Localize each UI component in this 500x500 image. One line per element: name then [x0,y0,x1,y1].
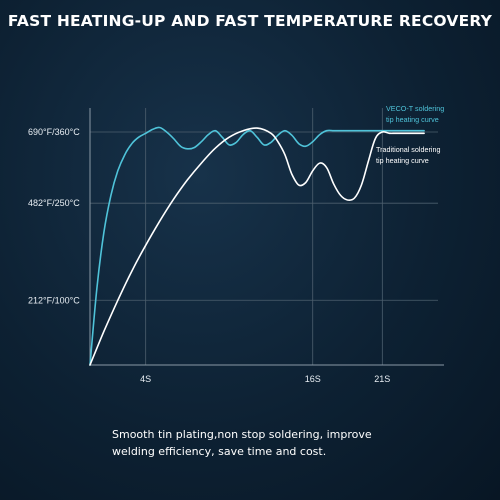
veco-t-legend-line: VECO-T soldering [386,104,444,113]
caption-line-2: welding efficiency, save time and cost. [112,445,327,458]
y-tick-label: 212°F/100°C [28,295,80,305]
grid-lines [90,108,438,365]
traditional-legend-line: tip heating curve [376,156,429,165]
veco-t-curve [89,126,425,366]
caption-line-1: Smooth tin plating,non stop soldering, i… [112,428,372,441]
series-legends: VECO-T soldering tip heating curve Traditi… [376,104,444,165]
traditional-legend-line: Traditional soldering [376,145,440,154]
axes [89,108,444,366]
caption: Smooth tin plating,non stop soldering, i… [112,426,412,460]
x-tick-label: 4S [140,374,151,384]
x-tick-label: 21S [374,374,390,384]
x-tick-label: 16S [305,374,321,384]
y-tick-label: 482°F/250°C [28,198,80,208]
veco-t-legend-line: tip heating curve [386,115,439,124]
y-tick-labels: 212°F/100°C 482°F/250°C 690°F/360°C [28,127,80,305]
series-lines [89,126,425,366]
chart-title: FAST HEATING-UP AND FAST TEMPERATURE REC… [7,12,493,30]
traditional-curve [89,127,425,366]
y-tick-label: 690°F/360°C [28,127,80,137]
x-tick-labels: 4S 16S 21S [140,374,390,384]
